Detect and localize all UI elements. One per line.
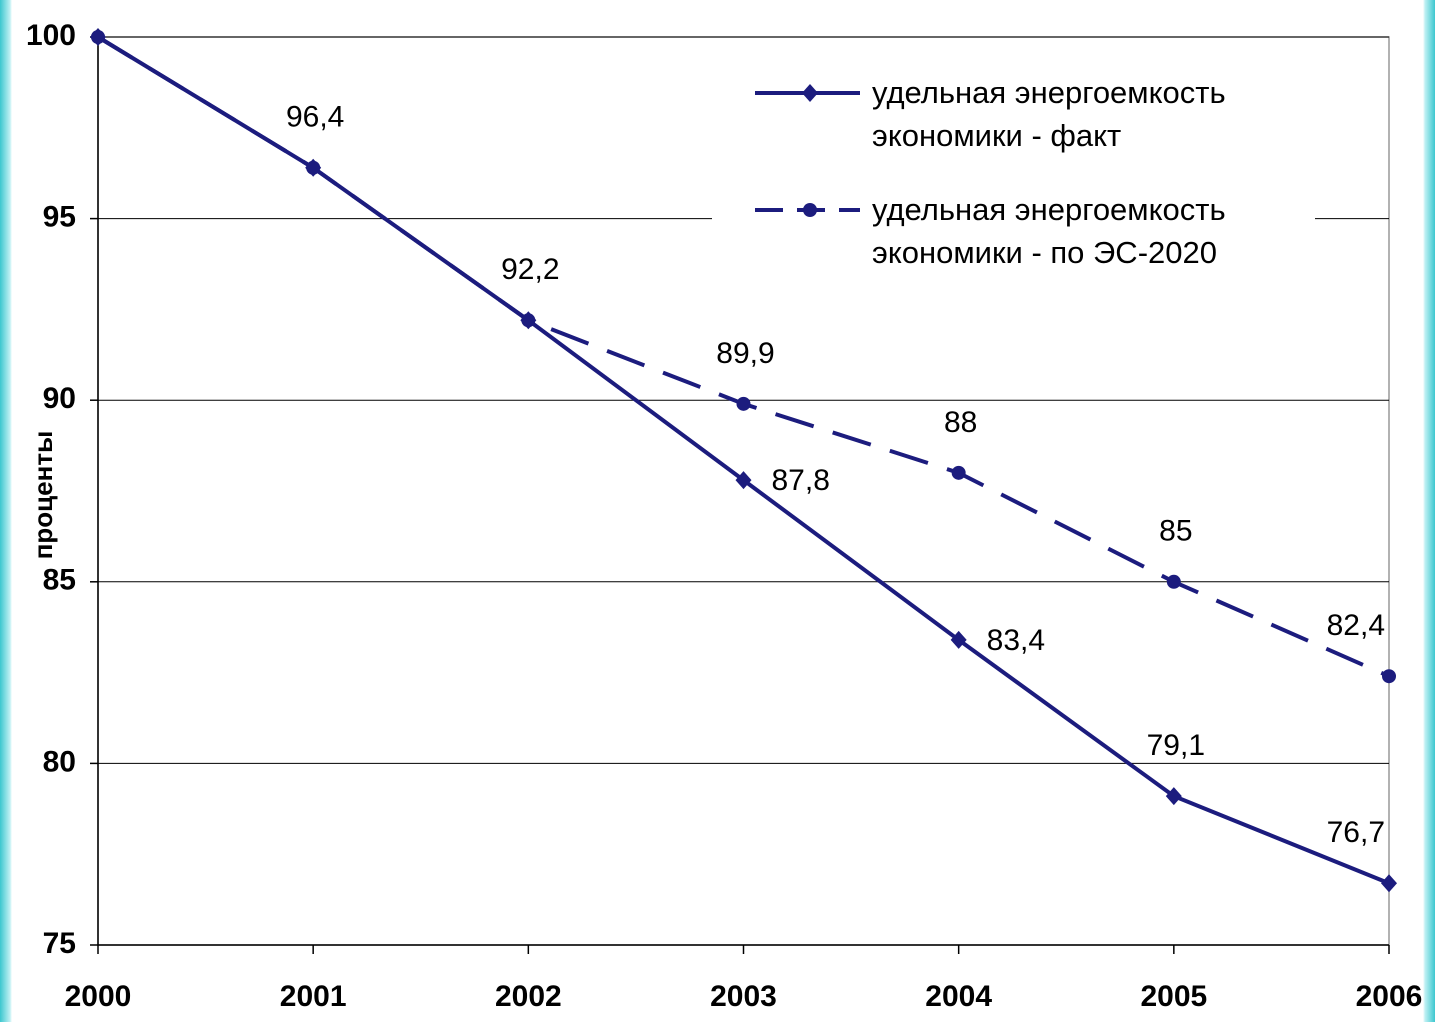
y-tick-label: 80 bbox=[43, 745, 76, 778]
data-label: 85 bbox=[1159, 515, 1192, 548]
marker bbox=[951, 465, 966, 480]
legend-entry: удельная энергоемкость экономики - по ЭС… bbox=[872, 192, 1226, 270]
legend-marker bbox=[802, 84, 818, 102]
legend-label: удельная энергоемкость экономики - по ЭС… bbox=[872, 192, 1226, 270]
data-label: 96,4 bbox=[286, 101, 344, 134]
marker bbox=[306, 160, 321, 175]
marker bbox=[735, 471, 752, 490]
marker bbox=[91, 30, 105, 44]
y-axis-label: проценты bbox=[28, 431, 58, 560]
x-tick-label: 2001 bbox=[280, 980, 347, 1013]
x-tick-label: 2006 bbox=[1356, 980, 1423, 1013]
legend-marker bbox=[803, 203, 817, 217]
x-tick-label: 2000 bbox=[65, 980, 132, 1013]
marker bbox=[736, 396, 751, 411]
legend-label: удельная энергоемкость экономики - факт bbox=[872, 75, 1226, 153]
y-tick-label: 90 bbox=[43, 382, 76, 415]
data-label: 92,2 bbox=[501, 253, 559, 286]
marker bbox=[950, 630, 967, 649]
data-label: 82,4 bbox=[1327, 609, 1385, 642]
x-tick-label: 2003 bbox=[710, 980, 777, 1013]
marker bbox=[1165, 787, 1182, 806]
data-label: 76,7 bbox=[1327, 816, 1385, 849]
marker bbox=[521, 313, 536, 328]
y-tick-label: 75 bbox=[43, 927, 76, 960]
data-label: 87,8 bbox=[772, 464, 830, 497]
x-tick-label: 2004 bbox=[925, 980, 992, 1013]
x-tick-label: 2002 bbox=[495, 980, 562, 1013]
y-tick-label: 85 bbox=[43, 564, 76, 597]
data-label: 83,4 bbox=[987, 624, 1045, 657]
x-tick-label: 2005 bbox=[1140, 980, 1207, 1013]
y-tick-label: 95 bbox=[43, 201, 76, 234]
marker bbox=[1166, 574, 1181, 589]
y-tick-label: 100 bbox=[26, 19, 76, 52]
data-label: 79,1 bbox=[1147, 729, 1205, 762]
marker bbox=[1382, 669, 1396, 684]
data-label: 88 bbox=[944, 406, 977, 439]
marker bbox=[1381, 874, 1397, 893]
legend-box bbox=[712, 68, 1315, 282]
legend-entry: удельная энергоемкость экономики - факт bbox=[872, 75, 1226, 153]
data-label: 89,9 bbox=[716, 337, 774, 370]
